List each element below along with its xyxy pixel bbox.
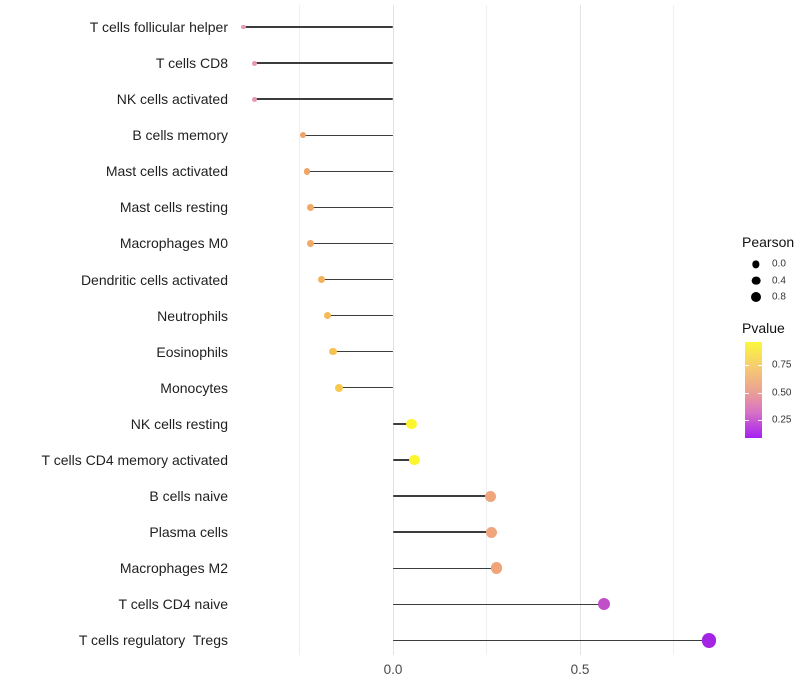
y-axis-label: Plasma cells [149, 524, 228, 541]
lollipop-stem [393, 603, 605, 605]
x-axis-tick-label: 0.0 [383, 662, 403, 677]
lollipop-dot [299, 131, 307, 139]
lollipop-dot [252, 96, 258, 102]
lollipop-stem [393, 531, 492, 533]
lollipop-stem [254, 62, 393, 64]
lollipop-dot [406, 418, 417, 430]
pearson-legend-entry-label: 0.0 [772, 258, 786, 270]
lollipop-stem [327, 314, 393, 317]
y-axis-label: Mast cells resting [119, 199, 228, 216]
pvalue-legend-title: Pvalue [742, 320, 785, 336]
lollipop-dot [307, 203, 315, 211]
y-axis-label: B cells naive [149, 488, 228, 505]
gridline-major [392, 5, 394, 655]
lollipop-stem [306, 170, 393, 172]
y-axis-label: Mast cells activated [105, 163, 228, 180]
gridline-major [579, 5, 581, 655]
lollipop-stem [310, 206, 393, 209]
lollipop-stem [310, 242, 393, 245]
x-axis-tick-label: 0.5 [570, 662, 590, 677]
y-axis-label: NK cells resting [130, 415, 228, 432]
y-axis-label: T cells CD4 memory activated [41, 451, 228, 468]
pvalue-color-legend: Pvalue 0.75 0.50 0.25 [741, 320, 791, 438]
pearson-legend-entry-label: 0.4 [772, 275, 786, 287]
lollipop-dot [323, 311, 332, 320]
pearson-legend-entry: 0.0 [741, 256, 794, 273]
pvalue-gradient-bar: 0.75 0.50 0.25 [745, 342, 791, 438]
pvalue-bar-tick [745, 365, 749, 366]
pearson-legend-dot-icon [751, 276, 761, 286]
y-axis-label: Neutrophils [157, 307, 228, 324]
y-axis-label: Macrophages M2 [119, 560, 228, 577]
lollipop-stem [393, 567, 497, 569]
y-axis-label: T cells follicular helper [89, 19, 228, 35]
y-axis-label: T cells CD4 naive [118, 596, 228, 613]
lollipop-dot [307, 239, 315, 247]
lollipop-dot [490, 562, 503, 574]
y-axis-label: Eosinophils [156, 343, 228, 360]
lollipop-stem [303, 134, 393, 136]
lollipop-stem [254, 98, 393, 100]
lollipop-stem [321, 278, 393, 281]
pearson-size-legend: Pearson 0.0 0.4 0.8 [741, 234, 794, 306]
lollipop-dot [252, 60, 258, 66]
y-axis-label: B cells memory [132, 127, 228, 144]
pvalue-bar-tick [758, 392, 762, 394]
pearson-legend-dot-icon [752, 260, 760, 268]
y-axis-label: Dendritic cells activated [80, 271, 228, 288]
pvalue-bar-tick [745, 392, 749, 394]
pvalue-legend-tick-label: 0.75 [772, 359, 792, 371]
lollipop-dot [334, 383, 343, 392]
y-axis-label: T cells regulatory Tregs [78, 632, 228, 649]
y-axis-label: T cells CD8 [155, 55, 228, 72]
y-axis-label: NK cells activated [116, 91, 228, 108]
lollipop-dot [329, 347, 337, 356]
lollipop-dot [484, 490, 496, 502]
lollipop-dot [598, 598, 611, 611]
pearson-legend-title: Pearson [742, 234, 795, 250]
pvalue-bar-tick [758, 365, 762, 366]
pearson-legend-entry: 0.8 [741, 289, 794, 306]
lollipop-stem [393, 423, 412, 425]
y-axis-label: Macrophages M0 [119, 235, 228, 252]
lollipop-stem [338, 387, 393, 389]
lollipop-stem [393, 639, 710, 642]
lollipop-stem [393, 495, 491, 497]
lollipop-stem [243, 26, 393, 28]
y-axis-label: Monocytes [160, 379, 228, 396]
lollipop-dot [486, 526, 498, 538]
lollipop-dot [241, 24, 246, 30]
lollipop-dot [409, 454, 420, 466]
pearson-legend-entry-label: 0.8 [772, 291, 786, 303]
pearson-legend-entries: 0.0 0.4 0.8 [741, 256, 794, 306]
pearson-legend-dot-icon [751, 292, 761, 303]
gridline-minor [299, 5, 300, 655]
pvalue-bar-tick [758, 420, 762, 422]
lollipop-dot [318, 276, 326, 284]
pvalue-legend-tick-label: 0.25 [772, 414, 792, 426]
lollipop-stem [333, 351, 393, 353]
lollipop-dot [303, 168, 311, 175]
gridline-minor [486, 5, 487, 655]
pvalue-bar-tick [745, 420, 749, 422]
gridline-minor [673, 5, 674, 655]
pearson-legend-entry: 0.4 [741, 273, 794, 290]
lollipop-dot [701, 633, 717, 648]
pvalue-legend-tick-label: 0.50 [772, 387, 792, 399]
lollipop-stem [393, 459, 415, 461]
